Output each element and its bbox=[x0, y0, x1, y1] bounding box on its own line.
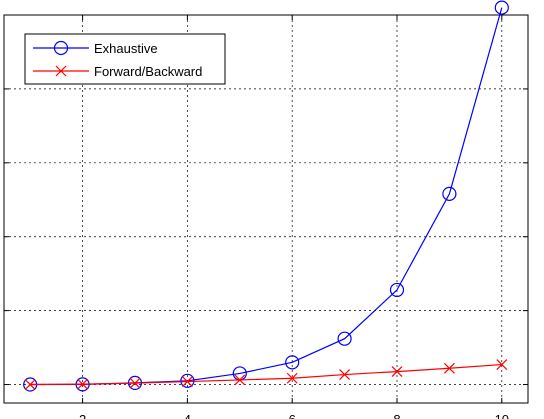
data-point bbox=[77, 378, 89, 390]
data-point bbox=[24, 379, 36, 390]
data-point bbox=[234, 374, 246, 386]
x-tick-label: 6 bbox=[289, 412, 296, 419]
plot-frame bbox=[3, 14, 529, 404]
x-tick-label: 4 bbox=[184, 412, 191, 419]
series-forward-backward bbox=[24, 359, 508, 390]
axis-ticks: 2 4 6 8 10 bbox=[4, 14, 528, 419]
data-point bbox=[339, 369, 351, 380]
x-tick-label: 10 bbox=[495, 412, 509, 419]
legend-label-exhaustive: Exhaustive bbox=[94, 41, 158, 56]
series-layer bbox=[23, 0, 509, 392]
data-point bbox=[285, 355, 300, 370]
data-point bbox=[443, 362, 455, 374]
legend-label-forward-backward: Forward/Backward bbox=[94, 64, 202, 79]
data-point bbox=[389, 282, 405, 298]
series-line-forward-backward bbox=[30, 363, 502, 386]
data-point bbox=[286, 372, 298, 384]
legend-marker-exhaustive bbox=[53, 40, 69, 56]
data-point bbox=[391, 366, 403, 378]
x-tick-label: 8 bbox=[393, 412, 400, 419]
legend: Exhaustive Forward/Backward bbox=[24, 33, 226, 85]
data-point bbox=[337, 331, 352, 346]
data-point bbox=[129, 377, 141, 389]
data-point bbox=[496, 359, 508, 370]
legend-marker-forward-backward bbox=[55, 65, 67, 77]
data-point bbox=[181, 376, 193, 387]
data-point bbox=[442, 186, 457, 201]
data-point bbox=[494, 0, 509, 15]
x-tick-label: 2 bbox=[79, 412, 86, 419]
